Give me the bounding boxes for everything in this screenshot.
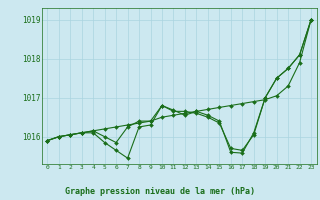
Text: Graphe pression niveau de la mer (hPa): Graphe pression niveau de la mer (hPa) (65, 187, 255, 196)
